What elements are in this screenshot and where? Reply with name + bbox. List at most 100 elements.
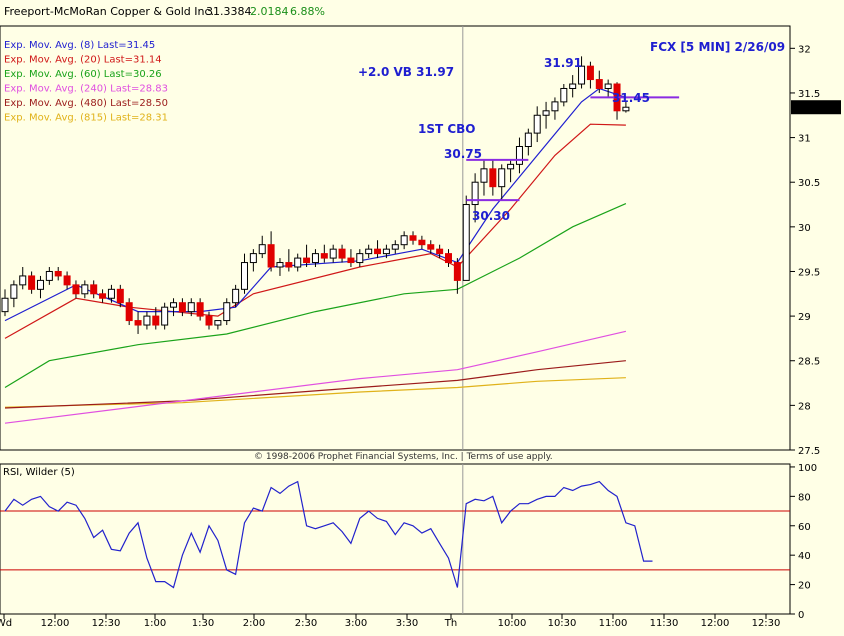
candle-body: [178, 302, 186, 313]
candle-body: [356, 253, 364, 264]
candle: [28, 271, 36, 294]
candle: [498, 164, 506, 201]
candle-body: [107, 288, 115, 299]
candle: [347, 249, 355, 268]
candle: [436, 244, 444, 259]
candle-body: [604, 83, 612, 89]
y-tick-label: 27.5: [798, 446, 820, 457]
candle: [258, 235, 266, 259]
candle: [622, 101, 630, 113]
candle: [365, 244, 373, 259]
y-tick-label: 30.5: [798, 178, 820, 189]
candle: [10, 280, 18, 308]
candle: [276, 258, 284, 276]
x-tick-label: 12:30: [92, 618, 121, 629]
candle: [125, 298, 133, 326]
x-tick-label: 11:00: [599, 618, 628, 629]
rsi-tick-label: 40: [798, 551, 811, 562]
candle: [107, 284, 115, 303]
last-price: 31.3384: [206, 5, 252, 18]
candle: [311, 249, 319, 268]
last-price-tag: [791, 100, 841, 115]
ema-240-line: [4, 330, 627, 424]
candle: [223, 298, 231, 326]
candle: [569, 75, 577, 98]
x-tick-label: 10:00: [498, 618, 527, 629]
candle: [391, 240, 399, 254]
candle-body: [187, 302, 195, 313]
candle: [400, 231, 408, 250]
candle-body: [347, 257, 355, 264]
candle-body: [28, 275, 36, 290]
candle: [320, 244, 328, 263]
candle: [329, 244, 337, 263]
candle: [196, 298, 204, 321]
candle: [427, 240, 435, 254]
chart-title: FCX [5 MIN] 2/26/09: [650, 40, 785, 54]
candle: [63, 271, 71, 290]
candle-body: [320, 253, 328, 259]
candle-body: [445, 253, 452, 264]
candle-body: [294, 257, 302, 268]
legend-entry: Exp. Mov. Avg. (240) Last=28.83: [4, 84, 168, 95]
candle: [232, 284, 240, 308]
candle: [19, 267, 27, 290]
candle-body: [223, 302, 231, 322]
candle: [533, 106, 541, 143]
rsi-title: RSI, Wilder (5): [3, 467, 75, 478]
candle: [81, 280, 89, 299]
level-label-30-75: 30.75: [444, 147, 482, 161]
candle: [595, 70, 603, 93]
candle-body: [143, 315, 151, 326]
candle-body: [560, 87, 568, 103]
candle: [36, 275, 44, 299]
x-tick-label: 1:00: [144, 618, 166, 629]
candle-body: [249, 253, 257, 264]
y-tick-label: 29: [798, 312, 811, 323]
price-change: 2.0184: [250, 5, 289, 18]
candle-body: [391, 244, 399, 250]
candle-body: [453, 262, 461, 281]
candle-body: [365, 248, 373, 255]
candle-body: [267, 244, 275, 268]
candle-body: [232, 288, 240, 304]
candle: [161, 302, 169, 330]
candle: [54, 267, 62, 281]
candle: [578, 56, 586, 89]
candle: [143, 311, 151, 330]
candle-body: [622, 106, 630, 112]
candle: [560, 84, 568, 107]
legend-entry: Exp. Mov. Avg. (20) Last=31.14: [4, 55, 162, 66]
candle-body: [586, 65, 594, 81]
x-tick-label: Wd: [0, 618, 12, 629]
x-tick-label: 3:00: [345, 618, 367, 629]
candle: [205, 311, 213, 330]
candle-body: [63, 275, 71, 286]
price-change-pct: 6.88%: [290, 5, 325, 18]
candle-body: [303, 257, 311, 264]
candle: [382, 244, 390, 259]
candle-body: [205, 315, 213, 326]
candle-body: [489, 168, 497, 188]
candle: [99, 289, 107, 303]
candle-body: [10, 284, 18, 299]
candle-body: [480, 168, 488, 183]
candle: [134, 311, 142, 334]
copyright-text: © 1998-2006 Prophet Financial Systems, I…: [254, 452, 553, 462]
x-tick-label: 12:00: [701, 618, 730, 629]
candle: [374, 240, 382, 259]
chart-header: Freeport-McMoRan Copper & Gold Inc. 31.3…: [4, 5, 325, 18]
annotation-vb: +2.0 VB 31.97: [358, 65, 454, 79]
candle-body: [542, 110, 550, 116]
candle: [338, 244, 346, 263]
annotation-cbo: 1ST CBO: [418, 122, 476, 136]
candle-body: [125, 302, 133, 322]
x-tick-label: 11:30: [650, 618, 679, 629]
candle: [240, 253, 248, 294]
ema-8-line: [4, 87, 627, 322]
candle-body: [240, 262, 248, 290]
x-tick-label: 3:30: [396, 618, 418, 629]
candle: [524, 128, 532, 156]
